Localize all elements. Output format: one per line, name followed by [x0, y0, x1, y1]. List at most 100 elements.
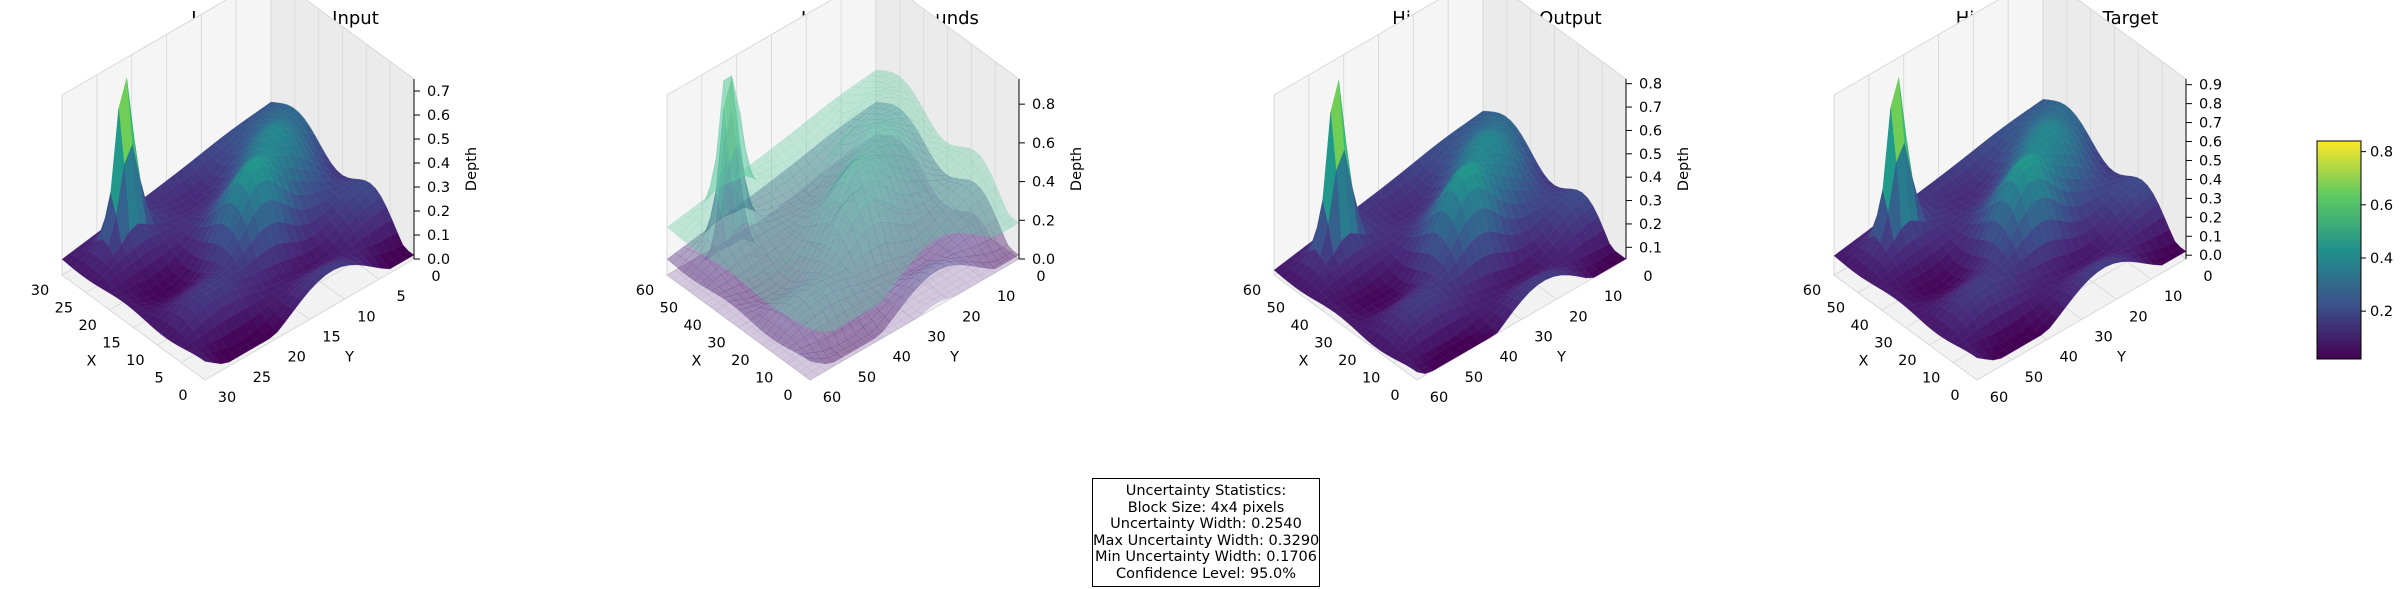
- surface-patch: [828, 137, 843, 155]
- surface-patch: [745, 275, 760, 285]
- surface-patch: [818, 264, 834, 275]
- surface-patch: [951, 278, 966, 288]
- surface-patch: [742, 283, 758, 293]
- surface-patch: [949, 178, 965, 184]
- surface-patch: [930, 260, 944, 265]
- surface-patch: [880, 170, 895, 193]
- surface-patch: [809, 198, 824, 211]
- surface-patch: [948, 260, 964, 266]
- surface-patch: [903, 278, 918, 288]
- surface-patch: [778, 295, 794, 304]
- surface-patch: [906, 109, 921, 126]
- surface-patch: [758, 222, 773, 233]
- surface-patch: [938, 206, 954, 212]
- surface-patch: [891, 204, 906, 226]
- surface-patch: [766, 198, 781, 208]
- x-tick-label: 30: [1874, 336, 1892, 352]
- surface-patch: [858, 180, 873, 189]
- surface-patch: [869, 155, 884, 165]
- surface-patch: [882, 164, 898, 181]
- surface-patch: [977, 195, 992, 213]
- surface-patch: [922, 183, 937, 196]
- surface-patch: [964, 256, 979, 266]
- surface-patch: [915, 263, 931, 273]
- surface-patch: [813, 255, 828, 276]
- surface-patch: [931, 253, 947, 263]
- surface-patch: [880, 221, 895, 244]
- surface-patch: [761, 240, 776, 256]
- surface-patch: [868, 293, 883, 306]
- colorbar-tick-label: 0.6: [2370, 198, 2393, 214]
- surface-patch: [940, 291, 956, 299]
- surface-patch: [884, 150, 900, 156]
- surface-patch: [945, 224, 960, 241]
- surface-patch: [927, 161, 943, 171]
- surface-patch: [805, 242, 820, 260]
- surface-patch: [704, 245, 719, 264]
- surface-patch: [813, 223, 828, 244]
- surface-patch: [874, 136, 889, 148]
- surface-patch: [828, 169, 843, 187]
- surface-patch: [991, 248, 1006, 261]
- surface-patch: [864, 139, 880, 147]
- surface-patch: [699, 294, 714, 304]
- surface-patch: [856, 81, 872, 89]
- surface-patch: [908, 268, 923, 276]
- surface-patch: [824, 225, 839, 250]
- surface-patch: [736, 206, 751, 212]
- surface-patch: [788, 243, 803, 253]
- surface-patch: [890, 154, 905, 163]
- surface-patch: [930, 141, 946, 149]
- surface-patch: [897, 281, 912, 291]
- x-tick-label: 20: [731, 353, 749, 369]
- surface-patch: [863, 131, 878, 142]
- surface-patch: [964, 277, 980, 288]
- surface-patch: [790, 329, 805, 344]
- surface-patch: [740, 292, 755, 302]
- surface-patch: [838, 102, 853, 113]
- surface-patch: [777, 277, 793, 288]
- surface-patch: [805, 272, 820, 281]
- surface-patch: [871, 94, 886, 101]
- surface-patch: [809, 230, 824, 243]
- surface-patch: [801, 207, 816, 218]
- surface-patch: [747, 230, 762, 249]
- surface-patch: [921, 288, 937, 298]
- surface-patch: [795, 209, 811, 218]
- x-tick-label: 0: [1390, 388, 1399, 404]
- surface-patch: [863, 150, 879, 156]
- surface-patch: [972, 273, 988, 283]
- surface-patch: [837, 245, 852, 274]
- surface-patch: [791, 255, 806, 266]
- surface-patch: [799, 272, 814, 282]
- surface-patch: [702, 262, 717, 277]
- surface-patch: [693, 268, 709, 279]
- surface-patch: [812, 229, 827, 248]
- surface-patch: [827, 122, 843, 135]
- surface-patch: [764, 263, 779, 279]
- surface-patch: [876, 307, 891, 317]
- surface-patch: [851, 273, 866, 285]
- surface-panel: Uncertainty Bounds0.00.20.40.60.8Depth60…: [636, 0, 1085, 406]
- surface-patch: [816, 148, 832, 162]
- surface-patch: [825, 164, 840, 178]
- surface-patch: [816, 244, 831, 263]
- y-tick-label: 60: [1430, 390, 1448, 406]
- surface-patch: [854, 256, 869, 274]
- surface-patch: [730, 204, 746, 212]
- surface-patch: [896, 179, 911, 196]
- surface-patch: [815, 224, 830, 241]
- surface-patch: [907, 250, 922, 263]
- surface-patch: [779, 135, 794, 151]
- surface-patch: [915, 244, 931, 258]
- surface-patch: [795, 300, 810, 316]
- surface-patch: [798, 367, 813, 377]
- surface-patch: [898, 199, 914, 214]
- surface-patch: [803, 293, 818, 308]
- x-tick-label: 10: [1362, 371, 1380, 387]
- surface-patch: [927, 292, 942, 300]
- surface-patch: [873, 316, 888, 326]
- surface-patch: [841, 152, 856, 171]
- surface-patch: [776, 350, 791, 361]
- surface-patch: [876, 128, 892, 138]
